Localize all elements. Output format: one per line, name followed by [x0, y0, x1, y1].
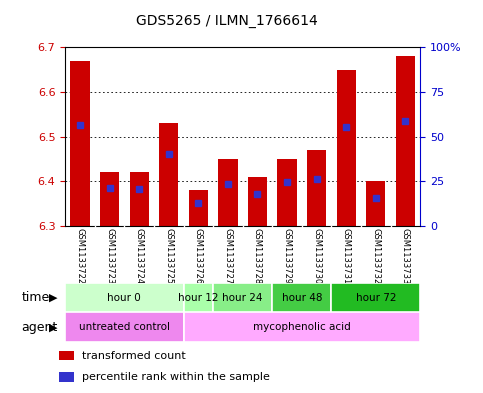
Text: agent: agent — [22, 321, 58, 334]
Bar — [213, 283, 272, 312]
Text: hour 48: hour 48 — [282, 293, 322, 303]
Bar — [218, 159, 238, 226]
Bar — [337, 70, 356, 226]
Text: ▶: ▶ — [49, 322, 57, 332]
Bar — [65, 283, 184, 312]
Bar — [307, 150, 327, 226]
Text: GSM1133732: GSM1133732 — [371, 228, 380, 284]
Bar — [184, 283, 213, 312]
Text: GSM1133726: GSM1133726 — [194, 228, 203, 284]
Text: hour 72: hour 72 — [355, 293, 396, 303]
Bar — [277, 159, 297, 226]
Bar — [189, 190, 208, 226]
Text: GSM1133724: GSM1133724 — [135, 228, 143, 284]
Bar — [159, 123, 178, 226]
Text: ▶: ▶ — [49, 293, 57, 303]
Text: time: time — [22, 291, 50, 304]
Text: GSM1133731: GSM1133731 — [342, 228, 351, 284]
Text: untreated control: untreated control — [79, 322, 170, 332]
Text: GSM1133729: GSM1133729 — [283, 228, 292, 284]
Text: hour 24: hour 24 — [223, 293, 263, 303]
Bar — [331, 283, 420, 312]
Bar — [248, 177, 267, 226]
Text: GSM1133730: GSM1133730 — [312, 228, 321, 284]
Bar — [272, 283, 331, 312]
Text: GSM1133733: GSM1133733 — [401, 228, 410, 284]
Bar — [100, 173, 119, 226]
Text: GSM1133727: GSM1133727 — [224, 228, 232, 284]
Bar — [59, 351, 74, 360]
Text: hour 0: hour 0 — [108, 293, 141, 303]
Bar — [184, 312, 420, 342]
Text: hour 12: hour 12 — [178, 293, 219, 303]
Text: GSM1133728: GSM1133728 — [253, 228, 262, 284]
Bar — [65, 312, 184, 342]
Bar — [396, 56, 415, 226]
Text: GSM1133725: GSM1133725 — [164, 228, 173, 284]
Bar — [366, 181, 385, 226]
Text: percentile rank within the sample: percentile rank within the sample — [82, 373, 270, 382]
Text: GSM1133723: GSM1133723 — [105, 228, 114, 284]
Text: GDS5265 / ILMN_1766614: GDS5265 / ILMN_1766614 — [136, 14, 318, 28]
Bar — [129, 173, 149, 226]
Bar — [71, 61, 90, 226]
Bar — [59, 372, 74, 382]
Text: transformed count: transformed count — [82, 351, 185, 361]
Text: mycophenolic acid: mycophenolic acid — [253, 322, 351, 332]
Text: GSM1133722: GSM1133722 — [75, 228, 85, 284]
